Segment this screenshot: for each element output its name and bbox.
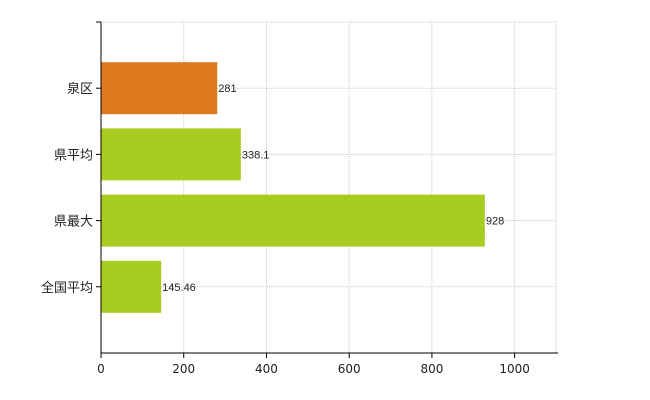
bar-1: [101, 128, 241, 181]
bar-2: [101, 194, 485, 247]
category-label-0: 泉区: [67, 81, 93, 97]
x-tick-label-2: 400: [255, 362, 278, 376]
x-tick-label-5: 1000: [499, 362, 530, 376]
category-label-1: 県平均: [54, 148, 93, 163]
category-label-3: 全国平均: [41, 280, 93, 296]
x-tick-label-0: 0: [97, 362, 105, 376]
x-tick-label-3: 600: [338, 362, 361, 376]
data-label-2: 928: [486, 216, 504, 228]
axes: [96, 21, 558, 358]
category-label-2: 県最大: [54, 215, 93, 230]
bar-0: [101, 62, 218, 115]
data-label-0: 281: [218, 83, 236, 95]
data-label-3: 145.46: [162, 282, 196, 294]
x-tick-label-1: 200: [172, 362, 195, 376]
bar-3: [101, 260, 162, 313]
data-label-1: 338.1: [242, 149, 270, 161]
bars-group: [101, 62, 485, 313]
x-tick-label-4: 800: [420, 362, 443, 376]
